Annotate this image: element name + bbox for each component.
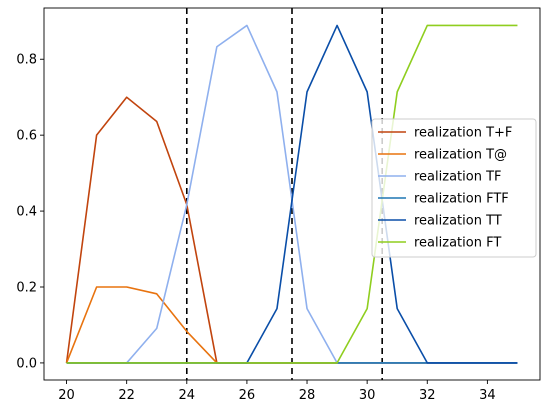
legend-label-2: realization TF	[414, 170, 502, 185]
y-tick-label-3: 0.6	[16, 129, 37, 144]
x-tick-label-1: 22	[118, 388, 135, 403]
x-tick-label-4: 28	[299, 388, 316, 403]
legend-label-1: realization T@	[414, 148, 507, 163]
legend: realization T+F realization T@ realization…	[372, 119, 536, 257]
y-tick-label-2: 0.4	[16, 205, 37, 220]
legend-label-5: realization FT	[414, 236, 501, 251]
y-axis-ticks: 0.0 0.2 0.4 0.6 0.8	[16, 53, 44, 372]
y-tick-label-1: 0.2	[16, 281, 37, 296]
legend-label-4: realization TT	[414, 214, 502, 229]
legend-label-3: realization FTF	[414, 192, 509, 207]
x-tick-label-0: 20	[58, 388, 75, 403]
y-tick-label-4: 0.8	[16, 53, 37, 68]
x-tick-label-2: 24	[179, 388, 196, 403]
x-tick-label-3: 26	[239, 388, 256, 403]
y-tick-label-0: 0.0	[16, 356, 37, 371]
legend-label-0: realization T+F	[414, 126, 512, 141]
x-tick-label-5: 30	[359, 388, 376, 403]
x-axis-ticks: 20 22 24 26 28 30 32 34	[58, 380, 495, 403]
x-tick-label-7: 34	[479, 388, 496, 403]
x-tick-label-6: 32	[419, 388, 436, 403]
